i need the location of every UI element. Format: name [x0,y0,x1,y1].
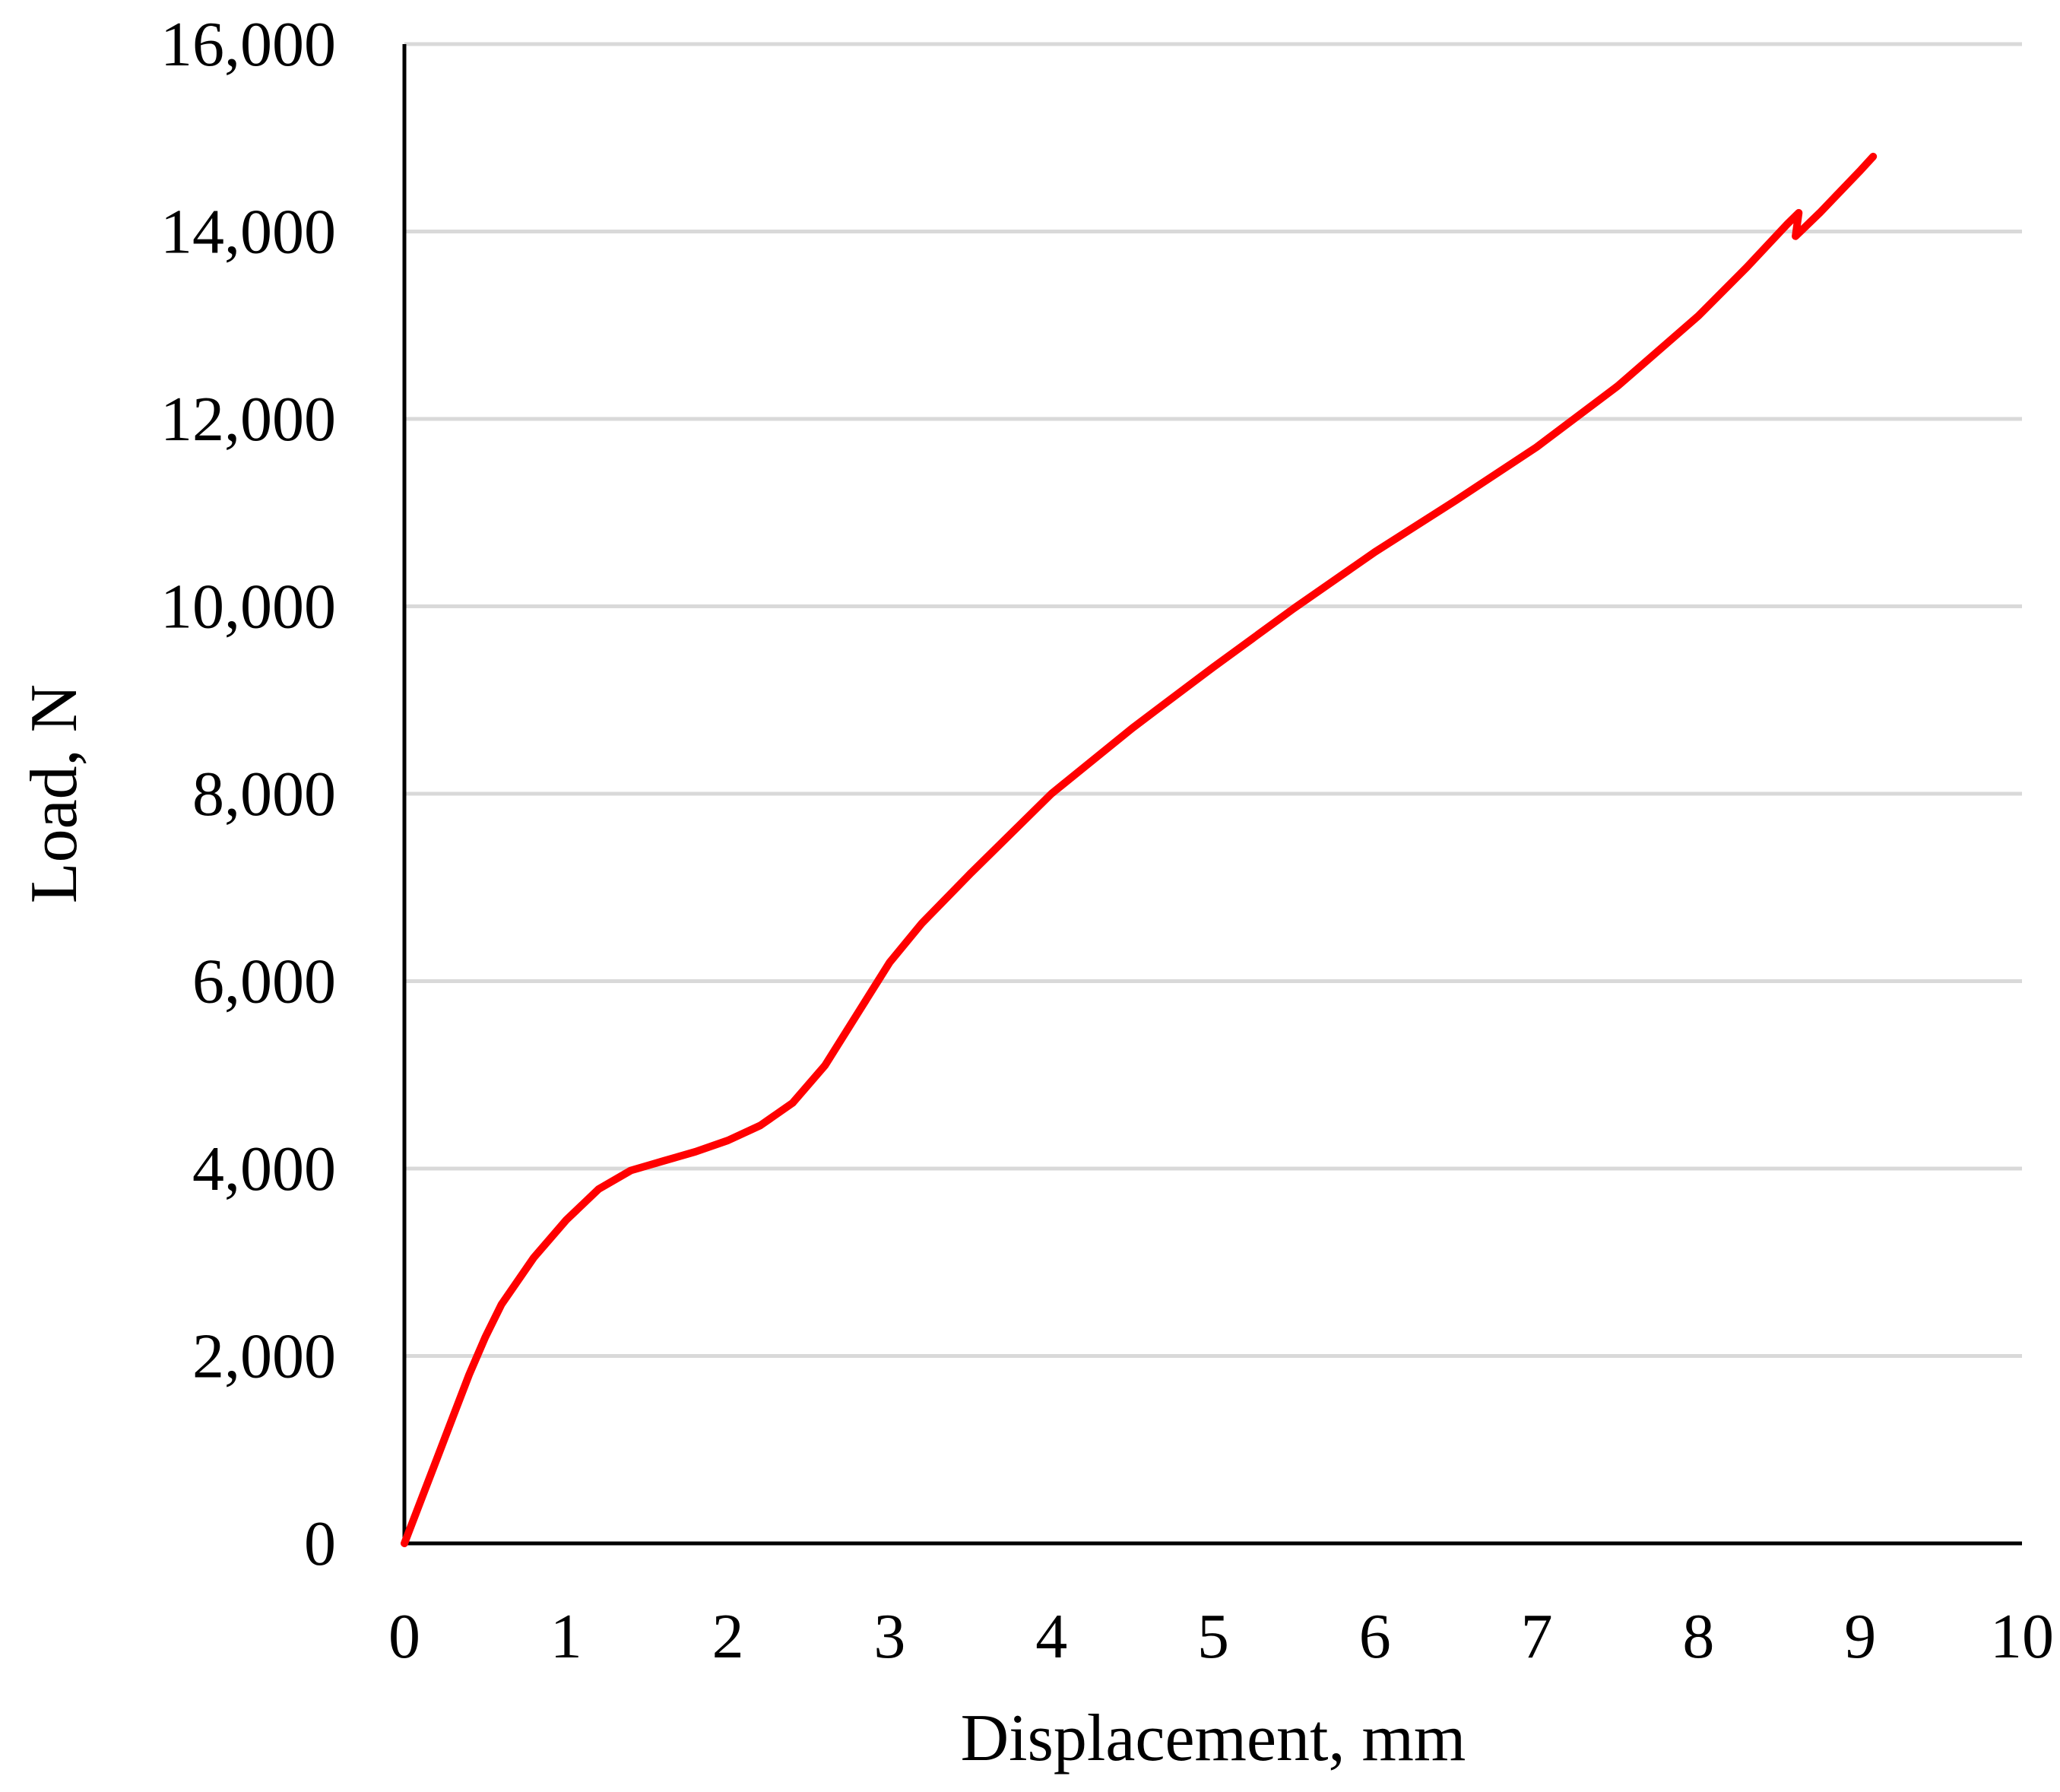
x-tick-label: 2 [712,1601,744,1672]
x-tick-label: 6 [1359,1601,1391,1672]
x-tick-label: 10 [1990,1601,2054,1672]
y-tick-label: 12,000 [160,384,336,455]
y-tick-label: 6,000 [192,947,336,1017]
y-tick-labels: 0 2,000 4,000 6,000 8,000 10,000 12,000 14,000 1… [160,9,336,1579]
x-axis-title: Displacement, mm [961,1702,1466,1775]
x-tick-label: 3 [873,1601,905,1672]
y-tick-label: 8,000 [192,759,336,829]
y-axis-title: Load, N [17,684,91,903]
x-tick-label: 4 [1035,1601,1067,1672]
gridlines [404,42,2022,1358]
y-tick-label: 0 [304,1508,336,1579]
x-tick-label: 7 [1521,1601,1553,1672]
y-tick-label: 4,000 [192,1134,336,1204]
series-line-0 [401,152,1878,1547]
x-tick-label: 5 [1197,1601,1229,1672]
x-tick-label: 1 [550,1601,582,1672]
axes [402,44,2022,1546]
y-tick-label: 2,000 [192,1321,336,1392]
x-tick-label: 9 [1844,1601,1876,1672]
y-tick-label: 10,000 [160,572,336,642]
y-tick-label: 14,000 [160,197,336,268]
x-tick-labels: 0 1 2 3 4 5 6 7 8 9 10 [388,1601,2054,1672]
series [401,152,1878,1547]
y-tick-label: 16,000 [160,9,336,80]
x-tick-label: 8 [1682,1601,1714,1672]
x-tick-label: 0 [388,1601,420,1672]
